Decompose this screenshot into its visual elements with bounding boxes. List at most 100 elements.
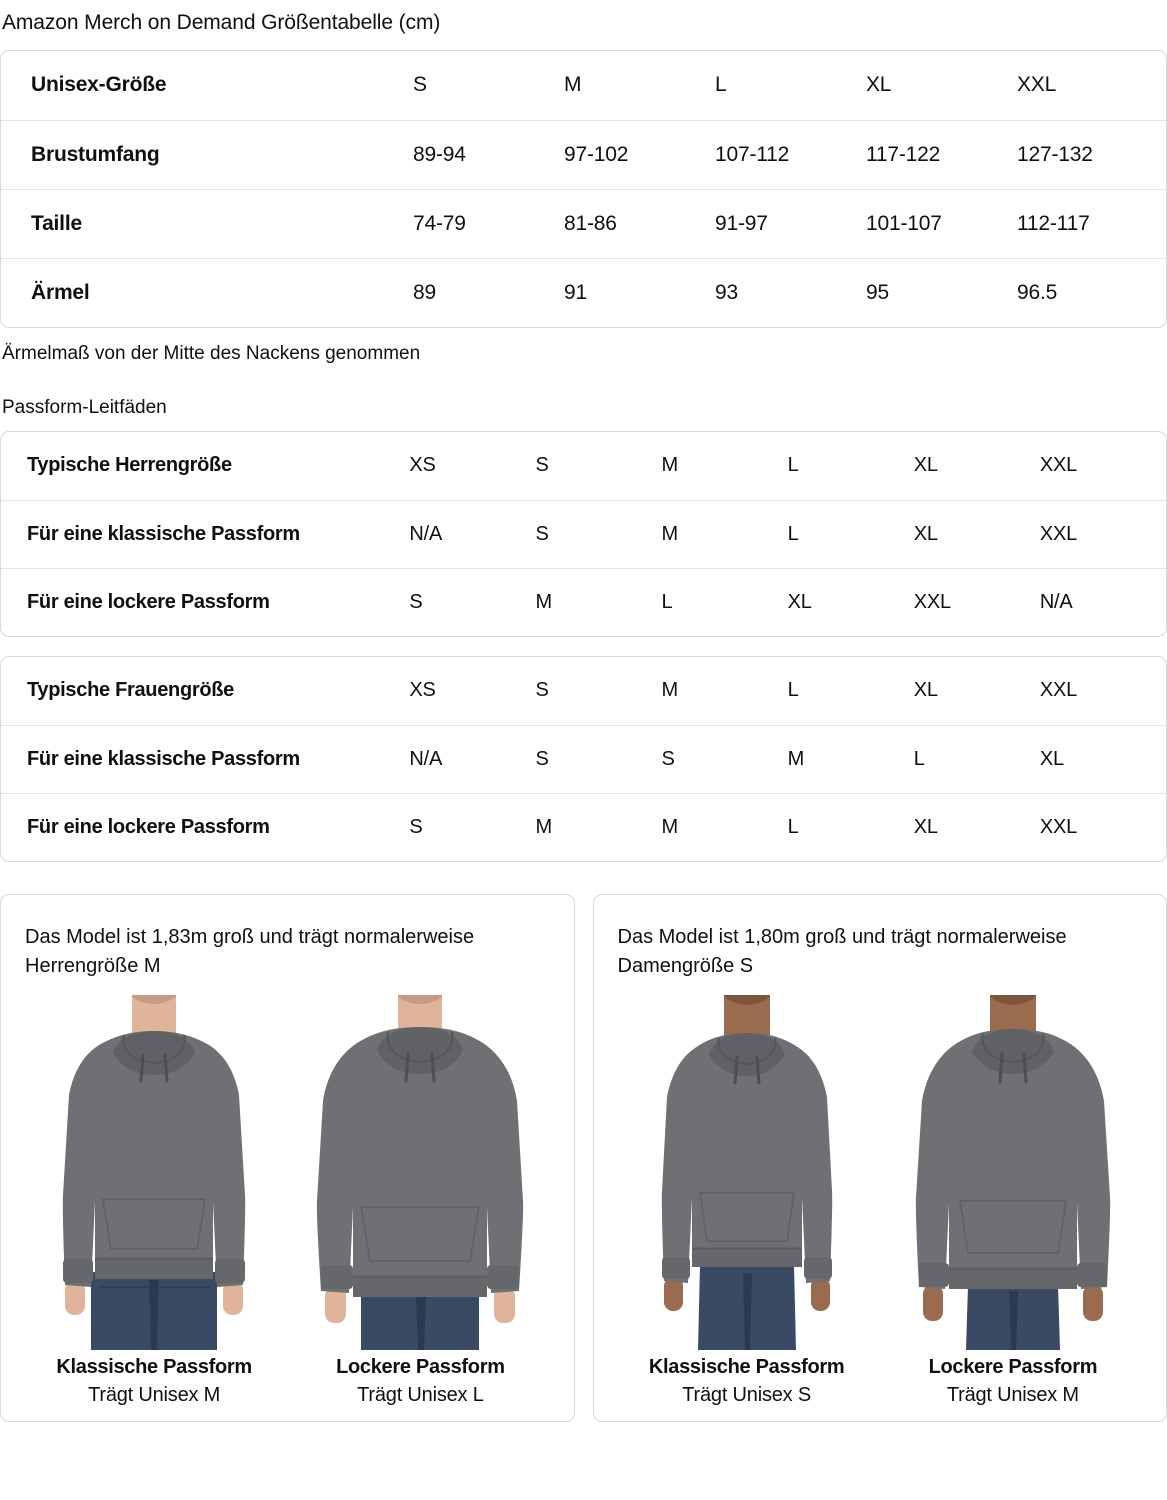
female-loose-fit-label: Lockere Passform — [928, 1356, 1098, 1378]
womens-classic-4: M — [787, 724, 914, 793]
mens-classic-5: XL — [913, 499, 1040, 568]
model-cards-container: Das Model ist 1,83m groß und trägt norma… — [0, 894, 1167, 1422]
table-row: Für eine klassische Passform N/A S M L X… — [1, 499, 1166, 568]
womens-typical-m: M — [661, 679, 679, 702]
female-loose-fit-figure: Lockere Passform Trägt Unisex M — [879, 995, 1146, 1407]
sleeve-m: 91 — [564, 257, 715, 327]
unisex-measurements-table-card: Unisex-Größe S M L XL XXL Brustumfang 89… — [0, 50, 1167, 328]
chest-s: 89-94 — [413, 119, 564, 189]
female-model-classic-fit-hoodie-photo — [613, 995, 880, 1350]
mens-fit-table-card: Typische Herrengröße XS S M L XL XXL Für… — [0, 431, 1167, 637]
female-model-figures: Klassische Passform Trägt Unisex S — [613, 995, 1146, 1407]
waist-s: 74-79 — [413, 188, 564, 258]
waist-xxl: 112-117 — [1017, 188, 1166, 258]
male-loose-fit-wears: Trägt Unisex L — [357, 1384, 484, 1406]
male-model-figures: Klassische Passform Trägt Unisex M — [21, 995, 554, 1407]
female-model-card: Das Model ist 1,80m groß und trägt norma… — [592, 894, 1167, 1422]
womens-loose-1: S — [409, 792, 536, 861]
table-row: Für eine lockere Passform S M L XL XXL N… — [1, 567, 1166, 636]
womens-typical-xs: XS — [409, 679, 436, 702]
size-chart-page: Amazon Merch on Demand Größentabelle (cm… — [0, 11, 1167, 1422]
row-label-typical-mens-size: Typische Herrengröße — [27, 454, 232, 477]
mens-loose-4: XL — [787, 567, 914, 636]
male-classic-fit-wears: Trägt Unisex M — [88, 1384, 221, 1406]
table-row: Ärmel 89 91 93 95 96.5 — [1, 257, 1166, 327]
row-label-waist: Taille — [1, 188, 413, 258]
sleeve-l: 93 — [715, 257, 866, 327]
male-model-loose-fit-hoodie-photo — [287, 995, 554, 1350]
womens-classic-6: XL — [1039, 724, 1166, 793]
chest-m: 97-102 — [564, 119, 715, 189]
mens-typical-xs: XS — [409, 454, 436, 477]
womens-loose-3: M — [661, 792, 788, 861]
table-row: Für eine lockere Passform S M M L XL XXL — [1, 792, 1166, 861]
mens-classic-3: M — [661, 499, 788, 568]
womens-classic-1: N/A — [409, 724, 536, 793]
mens-classic-4: L — [787, 499, 914, 568]
row-label-sleeve: Ärmel — [1, 257, 413, 327]
female-figure-classic-illustration — [623, 995, 870, 1350]
mens-typical-xl: XL — [913, 454, 938, 477]
mens-typical-l: L — [787, 454, 799, 477]
page-title: Amazon Merch on Demand Größentabelle (cm… — [2, 11, 441, 34]
mens-classic-2: S — [535, 499, 662, 568]
table-row: Für eine klassische Passform N/A S S M L… — [1, 724, 1166, 793]
womens-classic-5: L — [913, 724, 1040, 793]
sleeve-measurement-note: Ärmelmaß von der Mitte des Nackens genom… — [2, 343, 421, 364]
row-label-mens-classic-fit: Für eine klassische Passform — [1, 499, 410, 568]
column-header-l: L — [715, 73, 727, 97]
male-classic-fit-label: Klassische Passform — [56, 1356, 252, 1378]
mens-typical-s: S — [535, 454, 549, 477]
column-header-m: M — [564, 73, 582, 97]
womens-fit-table-card: Typische Frauengröße XS S M L XL XXL Für… — [0, 656, 1167, 862]
female-model-description: Das Model ist 1,80m groß und trägt norma… — [617, 926, 1067, 977]
male-figure-classic-illustration — [29, 995, 280, 1350]
womens-loose-2: M — [535, 792, 662, 861]
womens-fit-table: Typische Frauengröße XS S M L XL XXL Für… — [1, 657, 1166, 861]
womens-loose-4: L — [787, 792, 914, 861]
sleeve-xxl: 96.5 — [1017, 257, 1166, 327]
female-figure-loose-illustration — [889, 995, 1136, 1350]
mens-classic-6: XXL — [1039, 499, 1166, 568]
waist-m: 81-86 — [564, 188, 715, 258]
womens-typical-xl: XL — [913, 679, 938, 702]
chest-l: 107-112 — [715, 119, 866, 189]
column-header-s: S — [413, 73, 427, 97]
male-loose-fit-label: Lockere Passform — [336, 1356, 505, 1378]
mens-loose-2: M — [535, 567, 662, 636]
mens-loose-5: XXL — [913, 567, 1040, 636]
male-figure-loose-illustration — [295, 995, 546, 1350]
female-model-loose-fit-hoodie-photo — [879, 995, 1146, 1350]
mens-fit-table: Typische Herrengröße XS S M L XL XXL Für… — [1, 432, 1166, 636]
row-label-mens-loose-fit: Für eine lockere Passform — [1, 567, 410, 636]
sleeve-s: 89 — [413, 257, 564, 327]
table-header-row: Unisex-Größe S M L XL XXL — [1, 51, 1166, 120]
mens-typical-m: M — [661, 454, 679, 477]
column-header-size-label: Unisex-Größe — [31, 73, 167, 97]
womens-loose-5: XL — [913, 792, 1040, 861]
table-spacer — [0, 637, 1167, 656]
table-row: Brustumfang 89-94 97-102 107-112 117-122… — [1, 119, 1166, 189]
womens-classic-2: S — [535, 724, 662, 793]
column-header-xl: XL — [866, 73, 892, 97]
row-label-chest: Brustumfang — [1, 119, 413, 189]
waist-l: 91-97 — [715, 188, 866, 258]
male-loose-fit-figure: Lockere Passform Trägt Unisex L — [287, 995, 554, 1407]
unisex-measurements-table: Unisex-Größe S M L XL XXL Brustumfang 89… — [1, 51, 1166, 327]
mens-classic-1: N/A — [409, 499, 536, 568]
mens-typical-xxl: XXL — [1039, 454, 1078, 477]
mens-loose-1: S — [409, 567, 536, 636]
womens-classic-3: S — [661, 724, 788, 793]
chest-xl: 117-122 — [866, 119, 1017, 189]
womens-loose-6: XXL — [1039, 792, 1166, 861]
womens-typical-xxl: XXL — [1039, 679, 1078, 702]
column-header-xxl: XXL — [1017, 73, 1057, 97]
male-model-card: Das Model ist 1,83m groß und trägt norma… — [0, 894, 575, 1422]
female-classic-fit-figure: Klassische Passform Trägt Unisex S — [613, 995, 880, 1407]
row-label-womens-classic-fit: Für eine klassische Passform — [1, 724, 410, 793]
female-loose-fit-wears: Trägt Unisex M — [946, 1384, 1079, 1406]
male-classic-fit-figure: Klassische Passform Trägt Unisex M — [21, 995, 288, 1407]
male-model-classic-fit-hoodie-photo — [21, 995, 288, 1350]
table-header-row: Typische Herrengröße XS S M L XL XXL — [1, 432, 1166, 500]
fit-guides-title: Passform-Leitfäden — [2, 397, 167, 418]
